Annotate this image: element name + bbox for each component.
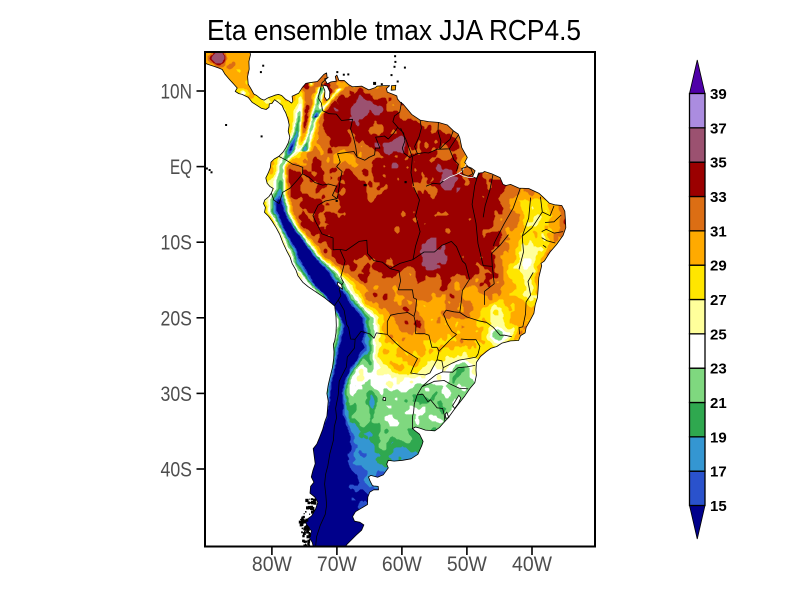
svg-text:Eta ensemble tmax JJA RCP4.5: Eta ensemble tmax JJA RCP4.5 xyxy=(207,15,581,47)
svg-text:15: 15 xyxy=(710,498,727,515)
svg-text:80W: 80W xyxy=(252,553,292,576)
svg-text:33: 33 xyxy=(710,189,727,206)
svg-text:20S: 20S xyxy=(161,307,193,330)
svg-text:31: 31 xyxy=(710,223,727,240)
svg-text:27: 27 xyxy=(710,292,727,309)
svg-text:40S: 40S xyxy=(161,459,193,482)
svg-text:25: 25 xyxy=(710,326,727,343)
svg-text:10S: 10S xyxy=(161,232,193,255)
svg-text:35: 35 xyxy=(710,155,727,172)
svg-text:39: 39 xyxy=(710,86,727,103)
svg-text:29: 29 xyxy=(710,258,727,275)
svg-text:30S: 30S xyxy=(161,383,193,406)
svg-text:EQ: EQ xyxy=(170,156,192,179)
svg-text:50W: 50W xyxy=(447,553,487,576)
svg-text:19: 19 xyxy=(710,429,727,446)
svg-text:37: 37 xyxy=(710,120,727,137)
svg-text:17: 17 xyxy=(710,464,727,481)
svg-text:70W: 70W xyxy=(317,553,357,576)
svg-text:40W: 40W xyxy=(512,553,552,576)
svg-text:21: 21 xyxy=(710,395,727,412)
svg-text:23: 23 xyxy=(710,361,727,378)
svg-text:60W: 60W xyxy=(382,553,422,576)
svg-text:10N: 10N xyxy=(161,81,193,104)
